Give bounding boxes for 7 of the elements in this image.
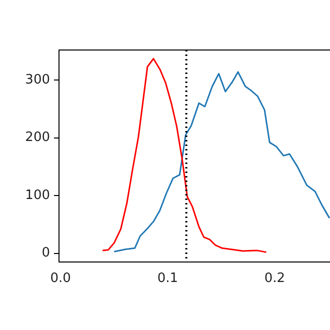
x-tick-label: 0.2 xyxy=(264,271,286,286)
x-tick-label: 0.1 xyxy=(157,271,178,286)
x-tick-label: 0.0 xyxy=(50,271,71,286)
y-tick-label: 0 xyxy=(42,246,50,261)
y-tick-label: 300 xyxy=(25,72,50,88)
y-tick-label: 100 xyxy=(25,188,50,203)
y-tick-label: 200 xyxy=(25,130,50,146)
